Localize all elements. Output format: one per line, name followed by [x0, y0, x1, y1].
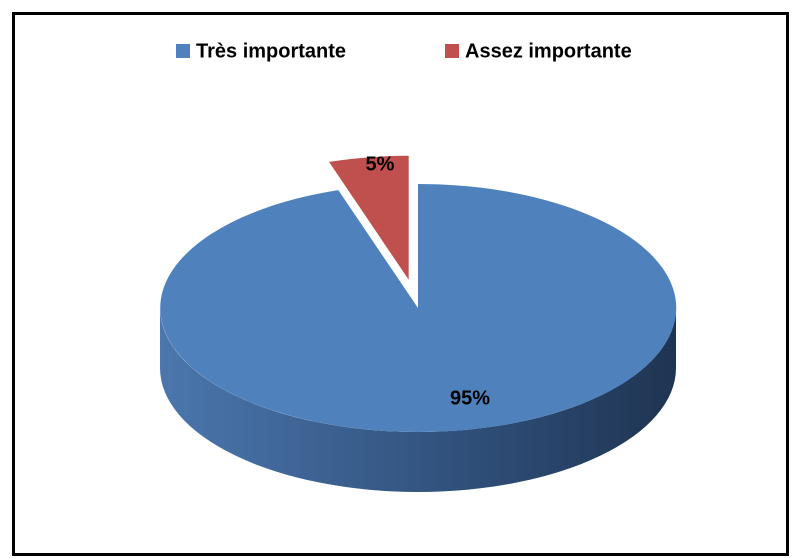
slice-side: [160, 308, 676, 492]
data-label: 95%: [450, 387, 490, 409]
legend-swatch: [445, 44, 459, 58]
legend-label: Très importante: [196, 40, 346, 62]
data-label: 5%: [366, 153, 395, 175]
legend-label: Assez importante: [465, 40, 632, 62]
slice: [160, 183, 677, 432]
legend-swatch: [176, 44, 190, 58]
slice: [329, 155, 409, 280]
